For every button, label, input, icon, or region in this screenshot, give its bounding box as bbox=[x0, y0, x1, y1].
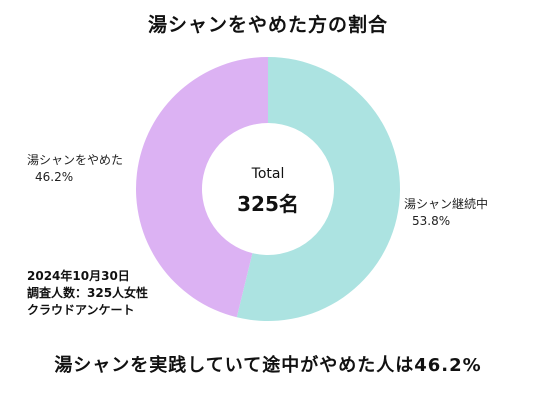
slice-label-continuing: 湯シャン継続中 53.8% bbox=[404, 196, 488, 230]
survey-count: 調査人数：325人女性 bbox=[27, 286, 149, 300]
slice-value-continuing: 53.8% bbox=[412, 214, 451, 228]
center-total-value: 325名 bbox=[237, 192, 299, 216]
survey-note: 2024年10月30日 調査人数：325人女性 クラウドアンケート bbox=[27, 268, 148, 319]
center-total-label: Total bbox=[251, 166, 285, 182]
slice-label-quit: 湯シャンをやめた 46.2% bbox=[27, 152, 123, 186]
conclusion-text: 湯シャンを実践していて途中がやめた人は46.2% bbox=[54, 355, 482, 376]
survey-date: 2024年10月30日 bbox=[27, 269, 130, 283]
slice-value-quit: 46.2% bbox=[35, 170, 74, 184]
slice-name-quit: 湯シャンをやめた bbox=[27, 153, 124, 167]
slice-quit bbox=[136, 57, 268, 318]
chart-title: 湯シャンをやめた方の割合 bbox=[147, 14, 388, 36]
survey-method: クラウドアンケート bbox=[27, 303, 135, 317]
slice-continuing bbox=[236, 57, 400, 321]
slice-name-continuing: 湯シャン継続中 bbox=[404, 197, 489, 211]
